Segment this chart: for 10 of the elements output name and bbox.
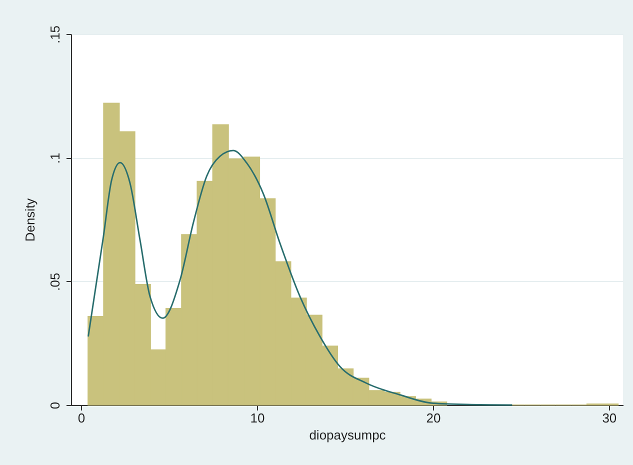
x-tick-label: 10	[250, 410, 265, 426]
x-tick-label: 30	[602, 410, 617, 426]
y-axis-title: Density	[22, 198, 38, 242]
y-tick-label: .15	[48, 25, 62, 44]
y-tick-label: 0	[48, 402, 62, 410]
y-tick-label: .05	[48, 272, 62, 291]
x-axis-title: diopaysumpc	[309, 428, 386, 442]
x-tick-label: 20	[426, 410, 441, 426]
y-tick-label: .1	[48, 152, 62, 164]
x-tick-label: 0	[78, 410, 86, 426]
